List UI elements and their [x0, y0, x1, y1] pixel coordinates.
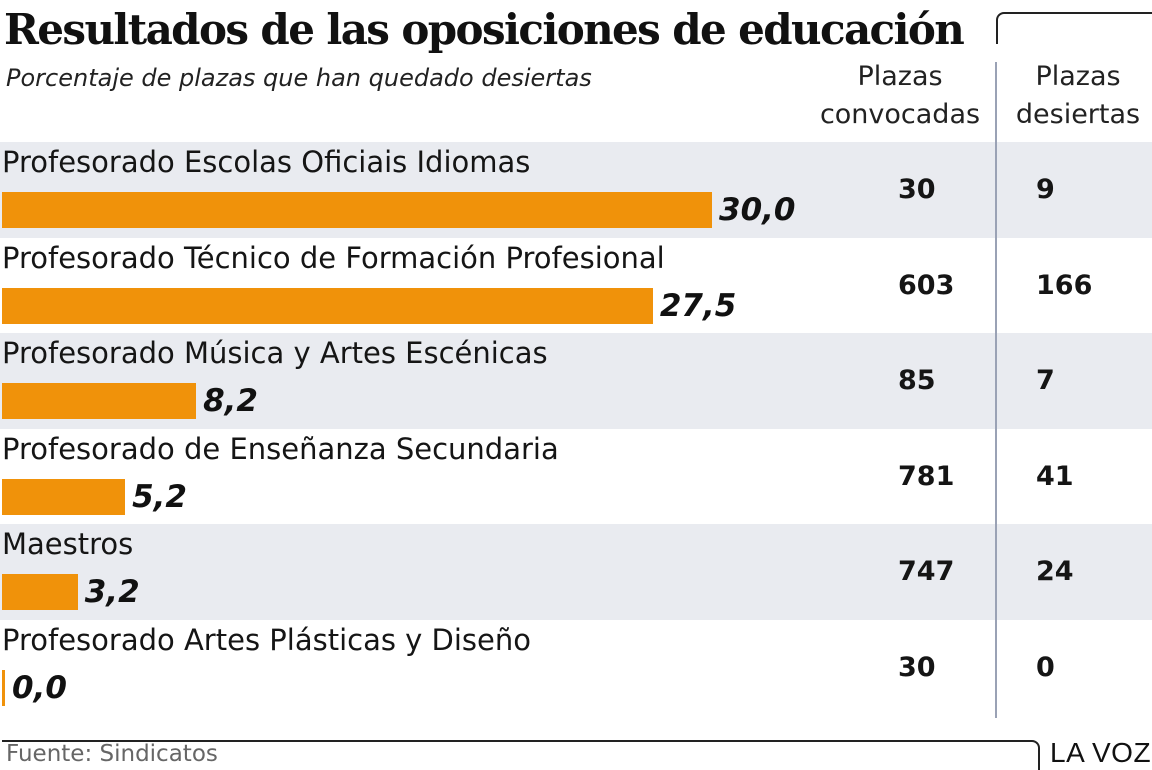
bar-track: 8,2 [2, 383, 712, 419]
column-header-line: Plazas [857, 61, 943, 92]
chart-rows: Profesorado Escolas Oficiais Idiomas 30,0… [0, 142, 1152, 715]
bar [2, 574, 78, 610]
title-bracket-decoration [996, 12, 1152, 44]
bar-value-label: 5,2 [132, 478, 187, 515]
column-header-line: Plazas [1035, 61, 1121, 92]
category-label: Profesorado de Enseñanza Secundaria [2, 431, 559, 466]
plazas-desiertas-value: 7 [1036, 365, 1055, 396]
bar-track: 30,0 [2, 192, 796, 228]
plazas-desiertas-value: 0 [1036, 651, 1055, 683]
source-note: Fuente: Sindicatos [6, 741, 218, 767]
column-header-plazas-desiertas: Plazas desiertas [1004, 58, 1152, 134]
bar [2, 669, 5, 706]
plazas-desiertas-value: 24 [1036, 556, 1074, 587]
category-label: Profesorado Escolas Oficiais Idiomas [2, 145, 531, 179]
chart-row: Profesorado Artes Plásticas y Diseño 0,0 3… [0, 620, 1152, 716]
bar-value-label: 30,0 [719, 192, 796, 228]
column-header-line: desiertas [1015, 99, 1141, 130]
category-label: Maestros [2, 527, 134, 561]
bar-track: 0,0 [2, 669, 712, 706]
column-divider [995, 62, 997, 718]
column-header-plazas-convocadas: Plazas convocadas [808, 58, 992, 134]
brand-logo: LA VOZ [1050, 737, 1152, 768]
plazas-desiertas-value: 41 [1036, 460, 1074, 492]
chart-row: Profesorado Música y Artes Escénicas 8,2 8… [0, 333, 1152, 429]
column-header-line: convocadas [819, 99, 981, 130]
category-label: Profesorado Técnico de Formación Profesi… [2, 240, 665, 275]
chart-title: Resultados de las oposiciones de educaci… [4, 5, 965, 54]
plazas-convocadas-value: 85 [898, 365, 936, 396]
chart-row: Profesorado Escolas Oficiais Idiomas 30,0… [0, 142, 1152, 238]
category-label: Profesorado Artes Plásticas y Diseño [2, 622, 532, 657]
bar-value-label: 3,2 [84, 574, 140, 610]
bar [2, 192, 712, 228]
bar [2, 383, 197, 419]
plazas-convocadas-value: 30 [898, 174, 936, 205]
plazas-desiertas-value: 166 [1036, 269, 1093, 301]
bar-value-label: 0,0 [12, 669, 67, 706]
bar [2, 478, 126, 515]
plazas-convocadas-value: 30 [898, 651, 936, 683]
plazas-desiertas-value: 9 [1036, 174, 1055, 205]
footer-bracket-decoration [2, 740, 1040, 770]
bar-value-label: 8,2 [203, 383, 258, 419]
plazas-convocadas-value: 603 [898, 269, 955, 301]
bar-track: 3,2 [2, 574, 712, 610]
bar [2, 287, 653, 324]
bar-value-label: 27,5 [659, 287, 737, 324]
plazas-convocadas-value: 747 [898, 556, 955, 587]
chart-subtitle: Porcentaje de plazas que han quedado des… [6, 64, 592, 92]
plazas-convocadas-value: 781 [898, 460, 955, 492]
bar-track: 27,5 [2, 287, 736, 324]
bar-track: 5,2 [2, 478, 712, 515]
chart-row: Profesorado de Enseñanza Secundaria 5,2 78… [0, 429, 1152, 525]
category-label: Profesorado Música y Artes Escénicas [2, 336, 548, 370]
chart-row: Profesorado Técnico de Formación Profesi… [0, 238, 1152, 334]
chart-row: Maestros 3,2 747 24 [0, 524, 1152, 620]
